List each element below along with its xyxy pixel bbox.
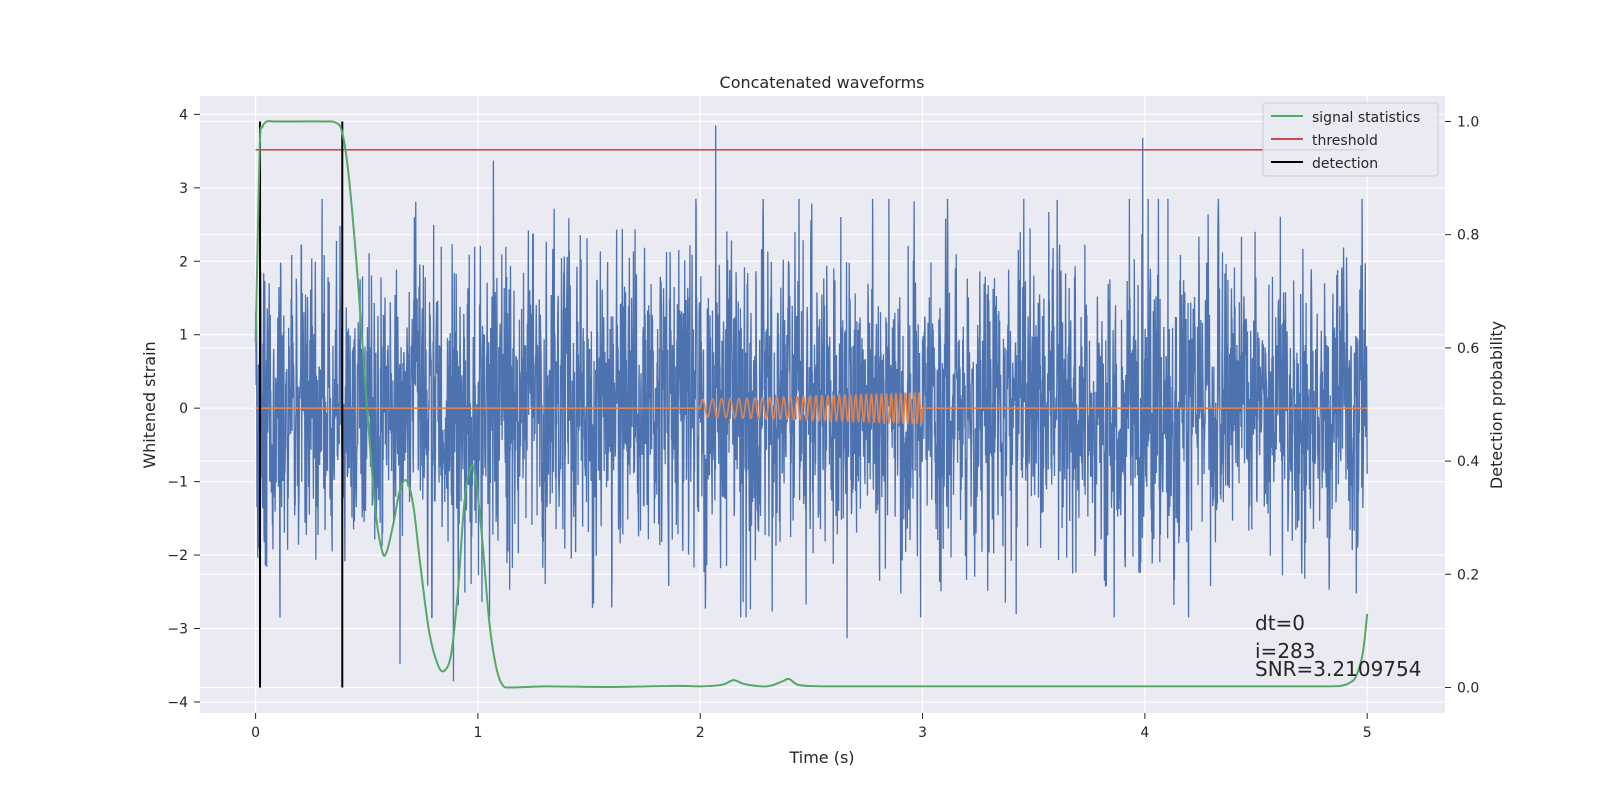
x-tick-label: 3: [918, 725, 927, 741]
y2-axis-label: Detection probability: [1487, 321, 1506, 489]
annotation-dt: dt=0: [1255, 611, 1305, 635]
y-tick-label: −1: [167, 475, 188, 491]
y2-tick-label: 1.0: [1457, 114, 1479, 130]
y2-tick-label: 0.0: [1457, 681, 1479, 697]
x-tick-label: 0: [251, 725, 260, 741]
legend-label-threshold: threshold: [1312, 133, 1378, 149]
y2-tick-label: 0.8: [1457, 228, 1479, 244]
legend-label-detection: detection: [1312, 156, 1378, 172]
annotations: dt=0 i=283 SNR=3.2109754: [1255, 611, 1421, 681]
chart-title: Concatenated waveforms: [720, 73, 925, 92]
legend-box: [1262, 102, 1439, 177]
axes: 0 1 2 3 4 5 −4 −3 −2 −1 0 1 2 3 4 0.0 0.2 0.4 0.6 0.8 1.0: [167, 107, 1479, 741]
y-tick-label: 3: [179, 181, 188, 197]
y-tick-label: −3: [167, 622, 188, 638]
y-tick-label: −2: [167, 548, 188, 564]
y-tick-label: 2: [179, 254, 188, 270]
annotation-snr: SNR=3.2109754: [1255, 657, 1421, 681]
y2-tick-label: 0.4: [1457, 454, 1479, 470]
signal-statistics-line: [254, 120, 1369, 689]
y-tick-label: −4: [167, 695, 188, 711]
y2-tick-label: 0.2: [1457, 567, 1479, 583]
injection-line: [255, 391, 1368, 426]
y2-tick-label: 0.6: [1457, 341, 1479, 357]
y-tick-label: 0: [179, 401, 188, 417]
legend-label-signal-statistics: signal statistics: [1312, 110, 1420, 126]
legend: signal statistics threshold detection: [1262, 102, 1439, 177]
y-axis-label: Whitened strain: [140, 341, 159, 468]
x-tick-label: 2: [696, 725, 705, 741]
data-layer: [254, 120, 1369, 689]
annotation-index: i=283: [1255, 639, 1316, 663]
x-tick-label: 5: [1363, 725, 1372, 741]
x-axis-label: Time (s): [788, 748, 854, 767]
y-tick-label: 4: [179, 107, 188, 123]
x-tick-label: 4: [1140, 725, 1149, 741]
x-tick-label: 1: [473, 725, 482, 741]
strain-line: [254, 125, 1368, 682]
y-tick-label: 1: [179, 328, 188, 344]
